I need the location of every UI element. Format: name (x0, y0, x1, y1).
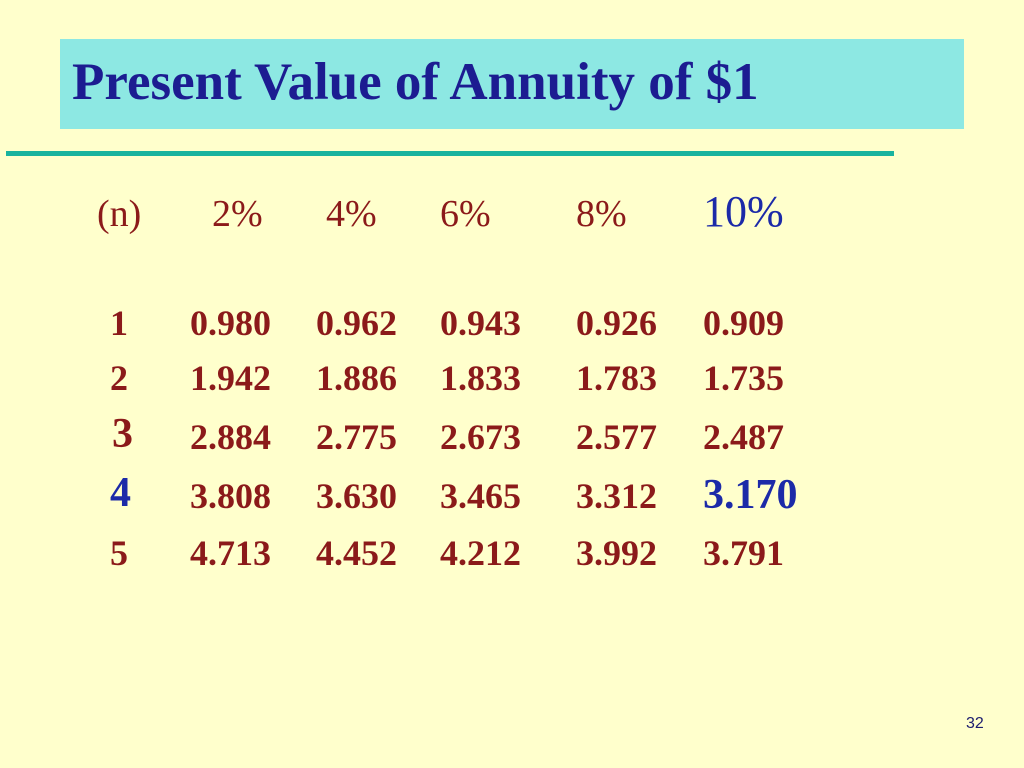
table-cell: 3.465 (440, 476, 521, 516)
table-cell: 2.577 (576, 417, 657, 457)
table-cell: 2.775 (316, 417, 397, 457)
table-cell: 0.909 (703, 303, 784, 343)
table-cell: 4.713 (190, 533, 271, 573)
row-n-highlight: 4 (110, 470, 131, 516)
table-cell: 4.212 (440, 533, 521, 573)
table-cell: 1.833 (440, 358, 521, 398)
title-divider (6, 151, 894, 156)
header-rate-10: 10% (703, 187, 784, 236)
table-cell: 1.942 (190, 358, 271, 398)
table-cell: 3.312 (576, 476, 657, 516)
title-bar: Present Value of Annuity of $1 (60, 39, 964, 129)
header-n: (n) (97, 193, 142, 235)
table-cell: 1.783 (576, 358, 657, 398)
row-n: 3 (112, 411, 133, 457)
row-n: 1 (110, 303, 128, 343)
table-cell: 3.791 (703, 533, 784, 573)
slide-number: 32 (966, 715, 984, 732)
table-cell: 4.452 (316, 533, 397, 573)
slide-title: Present Value of Annuity of $1 (72, 53, 759, 111)
table-cell: 3.808 (190, 476, 271, 516)
table-cell: 2.487 (703, 417, 784, 457)
header-rate-2: 2% (212, 193, 263, 235)
table-cell: 2.884 (190, 417, 271, 457)
header-rate-8: 8% (576, 193, 627, 235)
header-rate-4: 4% (326, 193, 377, 235)
table-cell: 0.926 (576, 303, 657, 343)
row-n: 2 (110, 358, 128, 398)
table-cell-highlight: 3.170 (703, 472, 798, 518)
table-cell: 0.943 (440, 303, 521, 343)
table-cell: 2.673 (440, 417, 521, 457)
table-cell: 1.886 (316, 358, 397, 398)
table-cell: 3.992 (576, 533, 657, 573)
table-cell: 0.980 (190, 303, 271, 343)
table-cell: 0.962 (316, 303, 397, 343)
table-cell: 3.630 (316, 476, 397, 516)
header-rate-6: 6% (440, 193, 491, 235)
row-n: 5 (110, 533, 128, 573)
table-cell: 1.735 (703, 358, 784, 398)
